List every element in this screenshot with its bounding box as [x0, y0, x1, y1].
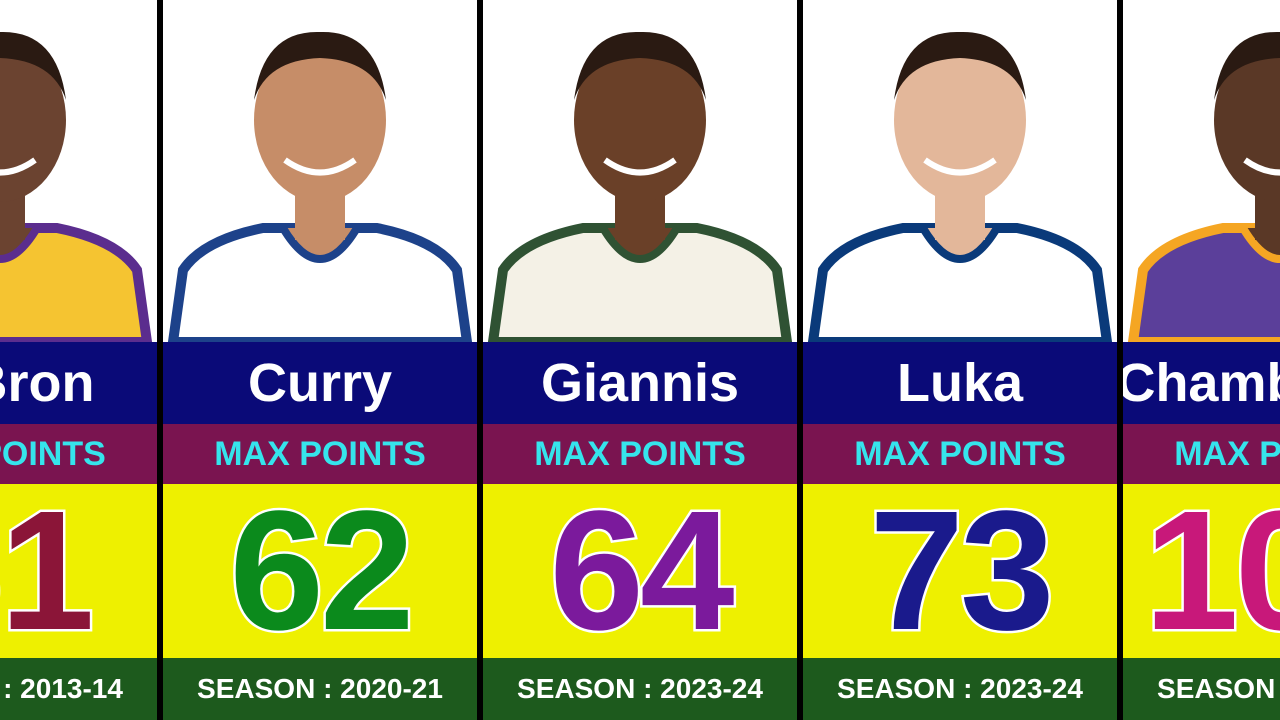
max-points: 73: [803, 474, 1117, 669]
player-illustration: [807, 31, 1113, 342]
player-name: Giannis: [483, 342, 797, 424]
player-name: Chamberlain: [1123, 342, 1280, 424]
stat-label: MAX POINTS: [0, 424, 157, 484]
player-illustration: [167, 31, 473, 342]
player-illustration: [487, 31, 793, 342]
player-photo: [1123, 0, 1280, 342]
season: SEASON : 2023-24: [483, 658, 797, 720]
player-name: Luka: [803, 342, 1117, 424]
max-points: 61: [0, 474, 157, 669]
player-name: LeBron: [0, 342, 157, 424]
season: SEASON : 2023-24: [803, 658, 1117, 720]
stat-label: MAX POINTS: [163, 424, 477, 484]
stat-label: MAX POINTS: [483, 424, 797, 484]
player-photo: [163, 0, 477, 342]
season: SEASON : 2013-14: [0, 658, 157, 720]
max-points: 64: [483, 474, 797, 669]
player-card: Giannis MAX POINTS 64 SEASON : 2023-24: [483, 0, 797, 720]
player-illustration: [1127, 31, 1280, 342]
player-illustration: [0, 31, 153, 342]
player-photo: [483, 0, 797, 342]
player-card: LeBronMAX POINTS61SEASON : 2013-14: [0, 0, 157, 720]
player-card: ChamberlainMAX POINTS100SEASON : 1961-62: [1123, 0, 1280, 720]
player-card: Luka MAX POINTS 73 SEASON : 2023-24: [803, 0, 1117, 720]
player-name: Curry: [163, 342, 477, 424]
stat-label: MAX POINTS: [1123, 424, 1280, 484]
player-photo: [803, 0, 1117, 342]
player-photo: [0, 0, 157, 342]
player-card: Curry MAX POINTS 62 SEASON : 2020-21: [163, 0, 477, 720]
stat-label: MAX POINTS: [803, 424, 1117, 484]
max-points: 100: [1123, 474, 1280, 669]
max-points: 62: [163, 474, 477, 669]
season: SEASON : 1961-62: [1123, 658, 1280, 720]
season: SEASON : 2020-21: [163, 658, 477, 720]
